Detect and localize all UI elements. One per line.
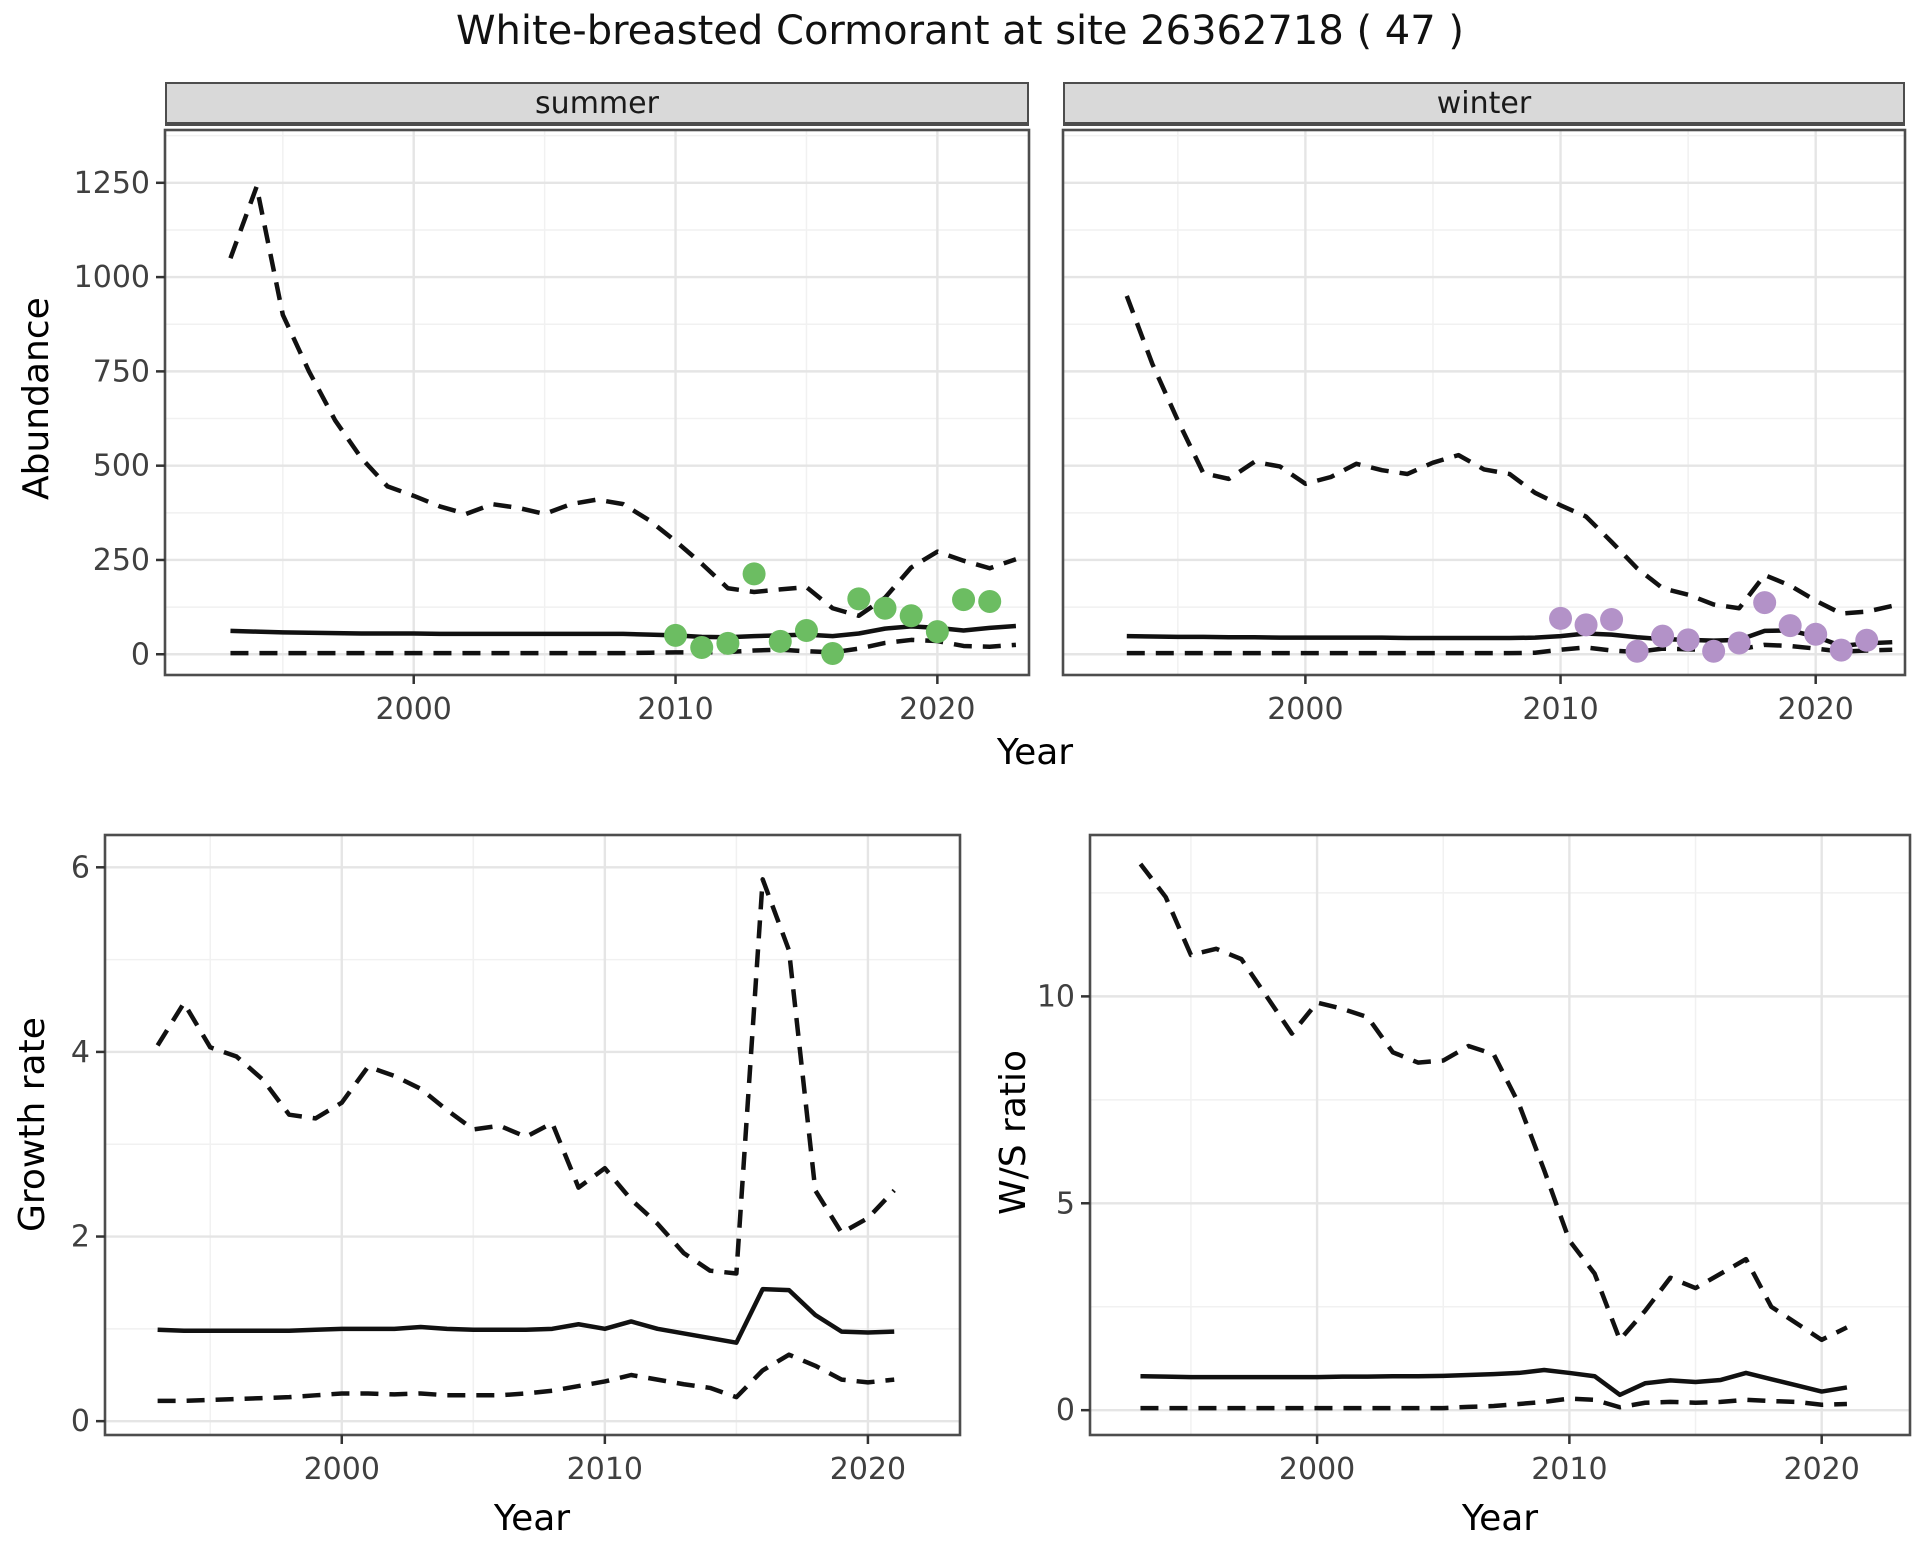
svg-text:750: 750 [93, 354, 150, 389]
facet-strip-winter: winter [1063, 82, 1905, 126]
top-x-axis-title: Year [996, 732, 1074, 773]
svg-text:2020: 2020 [1784, 1452, 1860, 1487]
svg-text:2: 2 [71, 1220, 90, 1255]
summer-abundance-plot: 2000 2010 2020 0 250 500 750 1000 1250 [74, 128, 1031, 726]
growth-rate-plot: 2000 2010 2020 0 2 4 6 [71, 833, 962, 1487]
svg-text:250: 250 [93, 543, 150, 578]
svg-text:2020: 2020 [1778, 692, 1854, 726]
svg-text:1250: 1250 [74, 166, 150, 201]
svg-text:4: 4 [71, 1035, 90, 1070]
svg-text:1000: 1000 [74, 260, 150, 295]
ws-ratio-plot: 2000 2010 2020 0 5 10 [1037, 833, 1912, 1487]
facet-strip-winter-label: winter [1436, 85, 1532, 121]
svg-text:500: 500 [93, 449, 150, 484]
svg-text:2000: 2000 [376, 692, 452, 726]
svg-text:6: 6 [71, 850, 90, 885]
svg-text:2000: 2000 [1267, 692, 1343, 726]
svg-text:2000: 2000 [1279, 1452, 1355, 1487]
svg-text:0: 0 [131, 637, 150, 672]
growth-rate-x-axis-title: Year [493, 1498, 571, 1539]
winter-abundance-plot: 2000 2010 2020 [1061, 128, 1907, 726]
svg-text:2010: 2010 [1522, 692, 1598, 726]
svg-text:10: 10 [1037, 979, 1075, 1014]
svg-text:0: 0 [71, 1404, 90, 1439]
svg-text:5: 5 [1056, 1186, 1075, 1221]
chart-title: White-breasted Cormorant at site 2636271… [455, 8, 1465, 54]
svg-text:2020: 2020 [899, 692, 975, 726]
svg-text:2020: 2020 [830, 1452, 906, 1487]
facet-strip-summer: summer [165, 82, 1029, 126]
svg-text:2010: 2010 [637, 692, 713, 726]
svg-text:2000: 2000 [304, 1452, 380, 1487]
svg-text:2010: 2010 [1531, 1452, 1607, 1487]
abundance-y-axis-title: Abundance [16, 297, 57, 500]
svg-text:2010: 2010 [567, 1452, 643, 1487]
svg-text:0: 0 [1056, 1393, 1075, 1428]
facet-strip-summer-label: summer [535, 85, 659, 121]
ws-ratio-x-axis-title: Year [1461, 1498, 1539, 1539]
